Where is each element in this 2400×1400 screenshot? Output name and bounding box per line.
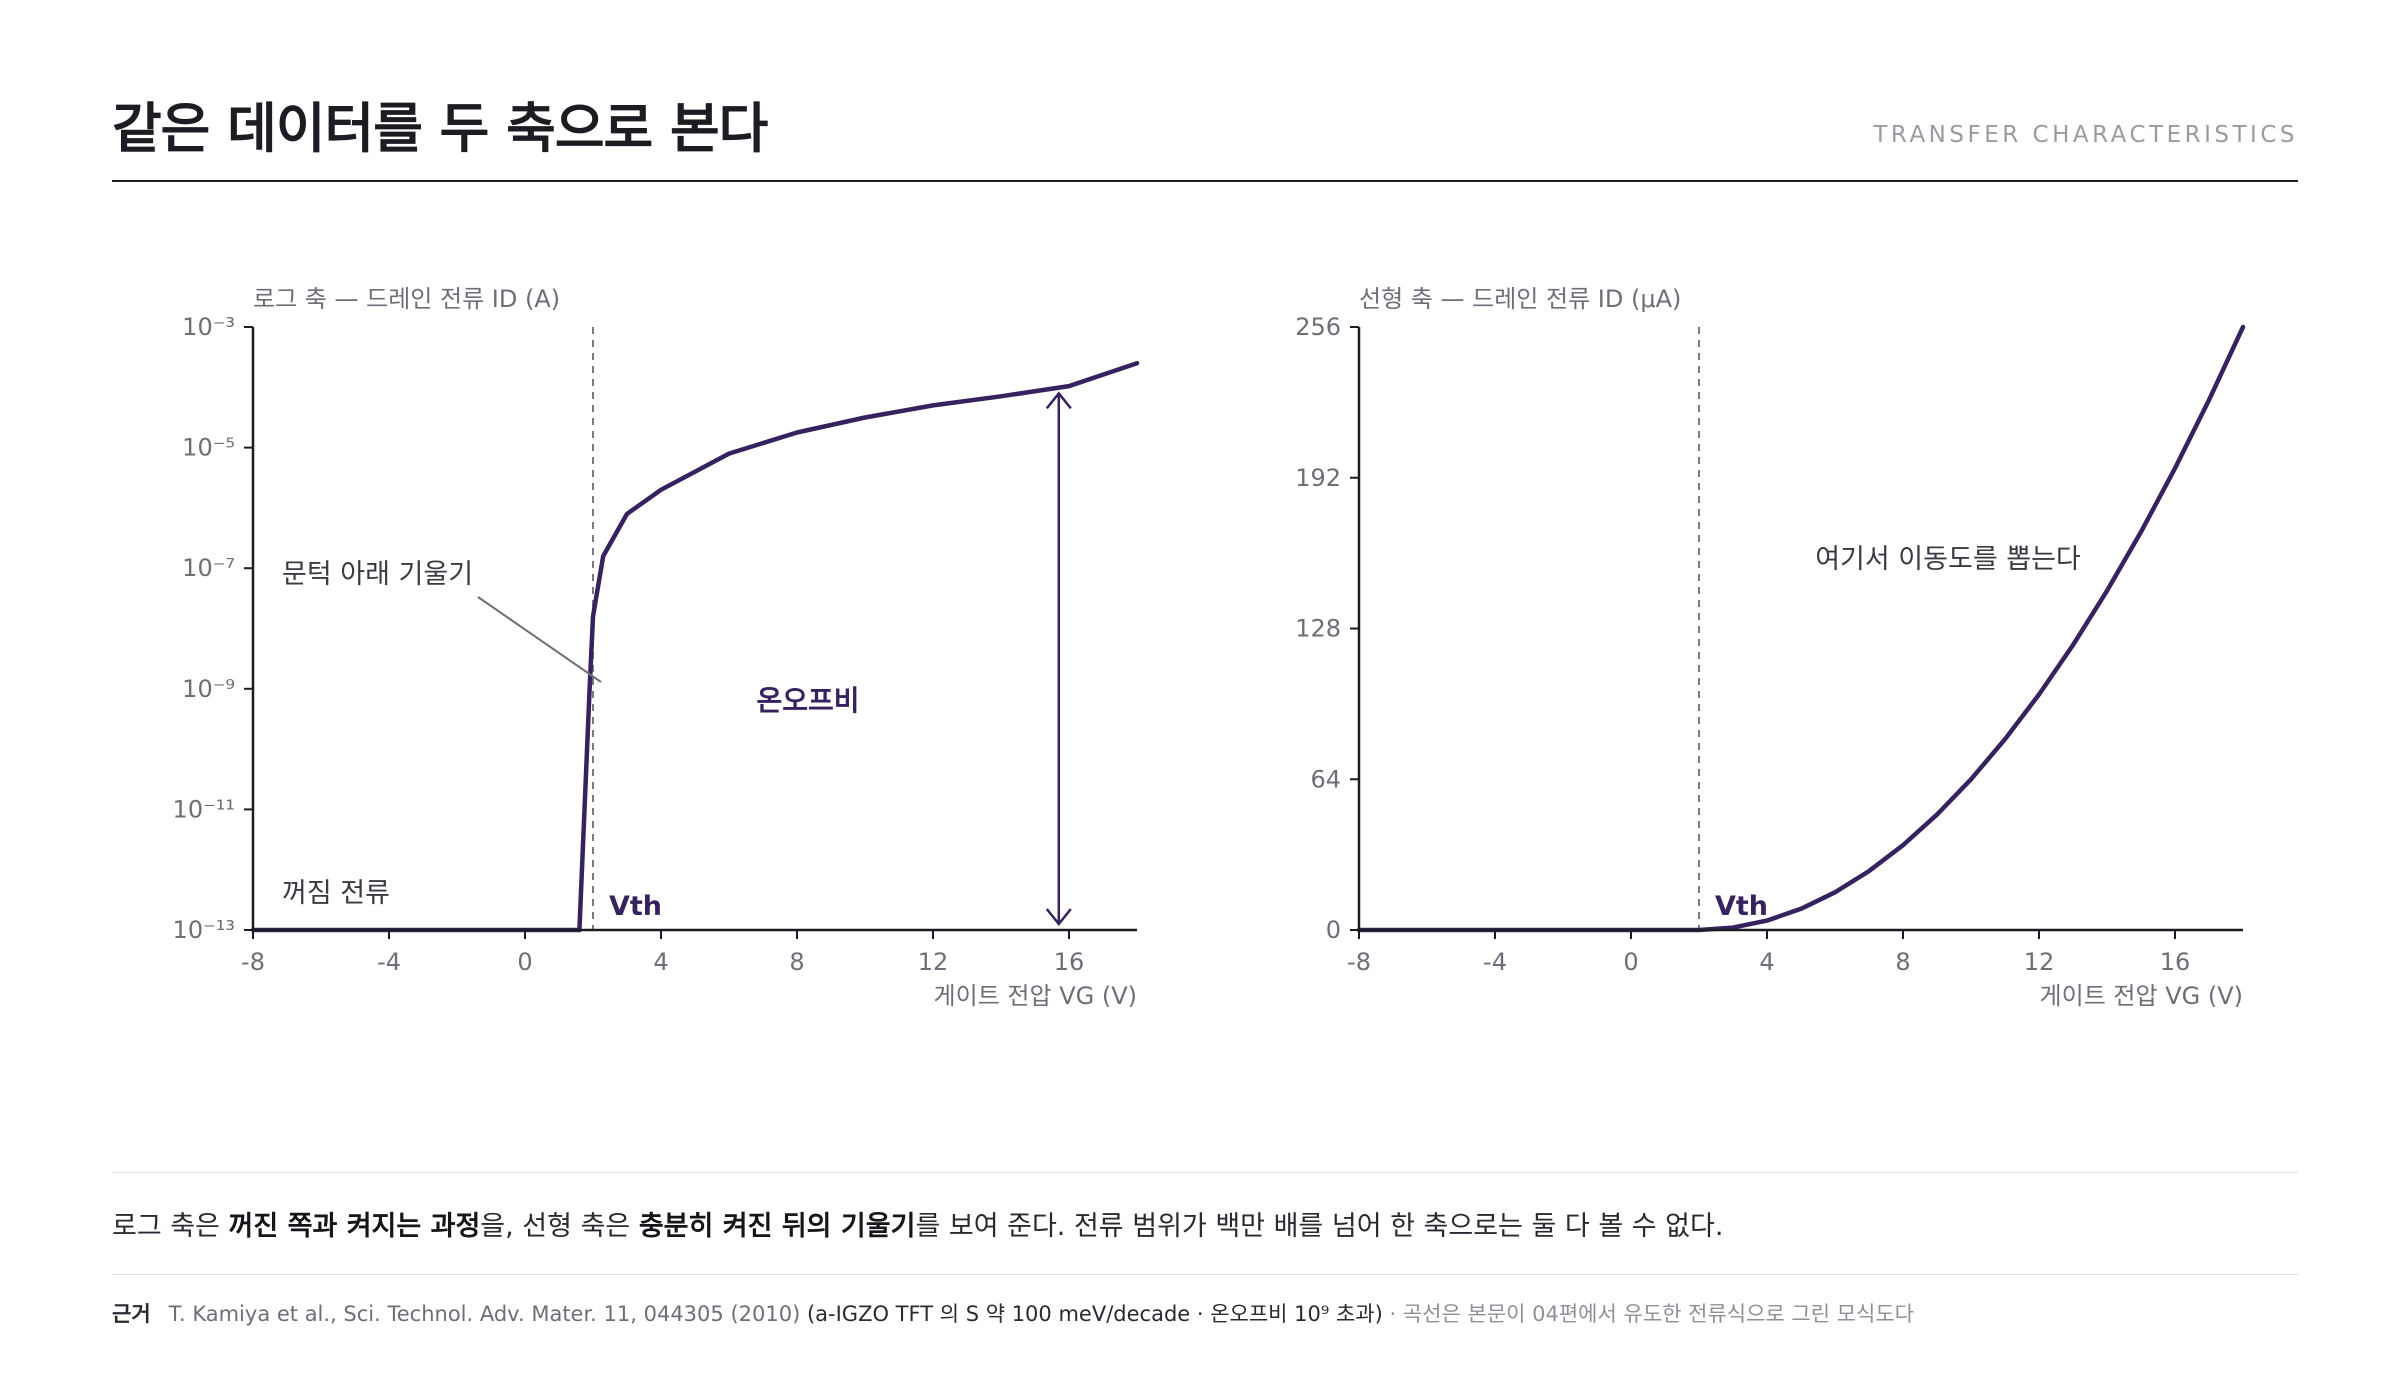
mobility-annotation: 여기서 이동도를 뽑는다 <box>1815 544 2081 575</box>
x-tick-label: 16 <box>2160 948 2191 976</box>
x-tick-label: 4 <box>653 948 668 976</box>
on-off-arrow-head-top <box>1045 391 1072 410</box>
y-tick-label: 10⁻⁹ <box>182 675 235 703</box>
source-note: · 곡선은 본문이 04편에서 유도한 전류식으로 그린 모식도다 <box>1389 1302 1914 1326</box>
y-tick-label: 256 <box>1295 313 1341 341</box>
y-tick-label: 10⁻⁷ <box>182 554 235 582</box>
eyebrow-label: TRANSFER CHARACTERISTICS <box>1873 122 2298 148</box>
x-tick-label: 4 <box>1759 948 1774 976</box>
summary-emphasis: 충분히 켜진 뒤의 기울기 <box>638 1211 916 1242</box>
charts-canvas: 로그 축 — 드레인 전류 ID (A) -8 -4 0 4 8 12 16 게이트 전압 VG… <box>173 285 2246 1010</box>
x-tick-label: 0 <box>517 948 532 976</box>
x-tick-label: 12 <box>2024 948 2055 976</box>
y-tick-label: 10⁻³ <box>182 313 235 341</box>
linear-scale-chart: 선형 축 — 드레인 전류 ID (μA) -8 -4 0 4 8 12 16 게이트 전압 V… <box>1295 285 2246 1010</box>
on-off-arrow-head-bottom <box>1045 908 1072 927</box>
y-tick-label: 10⁻¹¹ <box>173 795 235 823</box>
summary-text: 로그 축은 꺼진 쪽과 켜지는 과정을, 선형 축은 충분히 켜진 뒤의 기울기… <box>112 1204 1723 1243</box>
y-tick-label: 0 <box>1326 916 1341 944</box>
x-tick-label: -4 <box>1483 948 1507 976</box>
x-tick-label: 8 <box>1895 948 1910 976</box>
summary-emphasis: 꺼진 쪽과 켜지는 과정 <box>228 1211 481 1242</box>
y-tick-label: 64 <box>1310 765 1341 793</box>
threshold-label: Vth <box>1715 891 1768 922</box>
summary-part: 를 보여 준다. 전류 범위가 백만 배를 넘어 한 축으로는 둘 다 볼 수 … <box>915 1211 1724 1242</box>
y-tick-label: 192 <box>1295 464 1341 492</box>
off-current-annotation: 꺼짐 전류 <box>282 878 390 909</box>
source-line: 근거 T. Kamiya et al., Sci. Technol. Adv. M… <box>112 1298 1914 1328</box>
summary-part: 로그 축은 <box>112 1211 229 1242</box>
source-label: 근거 <box>112 1302 151 1326</box>
subthreshold-leader-line <box>477 596 602 683</box>
x-tick-label: 8 <box>789 948 804 976</box>
x-tick-label: -8 <box>1347 948 1371 976</box>
source-divider <box>112 1274 2298 1275</box>
source-citation: T. Kamiya et al., Sci. Technol. Adv. Mat… <box>168 1302 801 1326</box>
x-tick-label: 0 <box>1623 948 1638 976</box>
x-tick-label: -8 <box>241 948 265 976</box>
y-tick-label: 128 <box>1295 615 1341 643</box>
x-axis-label: 게이트 전압 VG (V) <box>934 982 1137 1010</box>
log-scale-chart: 로그 축 — 드레인 전류 ID (A) -8 -4 0 4 8 12 16 게이트 전압 VG… <box>173 285 1140 1010</box>
y-axis-label: 로그 축 — 드레인 전류 ID (A) <box>253 285 560 313</box>
x-tick-label: 16 <box>1054 948 1085 976</box>
threshold-label: Vth <box>609 891 662 922</box>
on-off-ratio-annotation: 온오프비 <box>756 684 859 717</box>
series-line <box>250 360 1140 933</box>
y-tick-label: 10⁻⁵ <box>182 434 235 462</box>
header-divider <box>112 180 2298 182</box>
y-axis-label: 선형 축 — 드레인 전류 ID (μA) <box>1359 285 1681 313</box>
x-tick-label: 12 <box>918 948 949 976</box>
x-axis-label: 게이트 전압 VG (V) <box>2040 982 2243 1010</box>
page-title: 같은 데이터를 두 축으로 본다 <box>112 97 768 160</box>
summary-divider <box>112 1172 2298 1173</box>
x-tick-label: -4 <box>377 948 401 976</box>
y-tick-label: 10⁻¹³ <box>173 916 235 944</box>
source-detail: (a-IGZO TFT 의 S 약 100 meV/decade · 온오프비 … <box>806 1302 1383 1326</box>
series-line <box>1356 324 2246 933</box>
subthreshold-annotation: 문턱 아래 기울기 <box>282 559 473 590</box>
summary-part: 을, 선형 축은 <box>480 1211 639 1242</box>
